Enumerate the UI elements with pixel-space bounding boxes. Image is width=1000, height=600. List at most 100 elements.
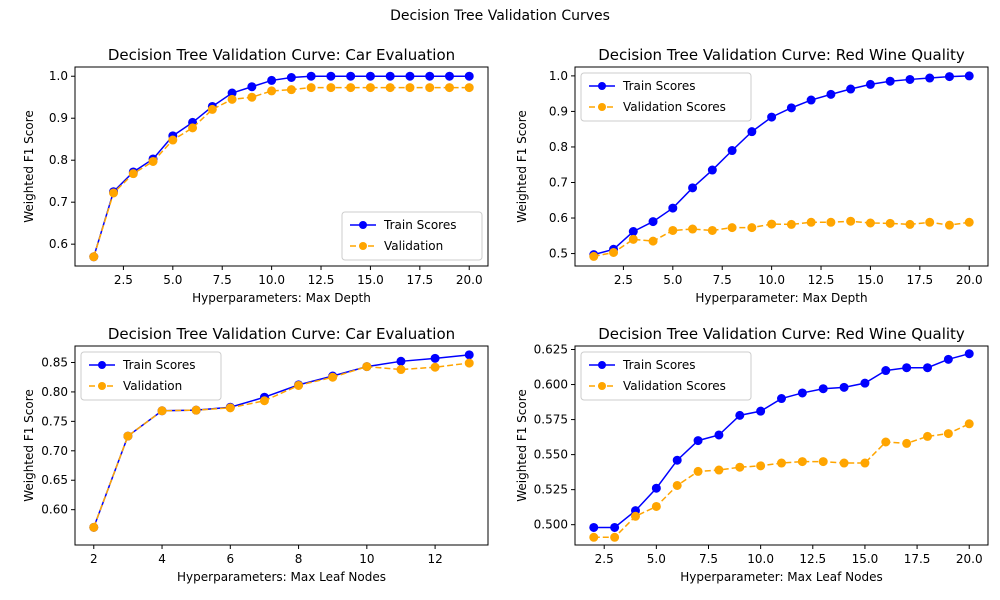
y-axis-label: Weighted F1 Score bbox=[515, 389, 529, 502]
x-axis-label: Hyperparameters: Max Depth bbox=[192, 291, 371, 305]
data-point-train-scores bbox=[964, 349, 974, 359]
series-line-validation bbox=[93, 86, 470, 257]
data-point-validation bbox=[425, 83, 435, 93]
data-point-train-scores bbox=[818, 384, 828, 394]
data-point-validation-scores bbox=[925, 217, 935, 227]
data-point-validation-scores bbox=[944, 220, 954, 230]
x-tick-label: 10.0 bbox=[258, 273, 285, 287]
x-tick-label: 10.0 bbox=[747, 552, 774, 566]
data-point-validation-scores bbox=[672, 480, 682, 490]
x-tick-label: 5.0 bbox=[163, 273, 182, 287]
y-tick-label: 0.500 bbox=[534, 518, 568, 532]
x-tick-label: 17.5 bbox=[406, 273, 433, 287]
data-point-validation bbox=[148, 156, 158, 166]
x-tick-label: 12.5 bbox=[799, 552, 826, 566]
y-axis-label: Weighted F1 Score bbox=[515, 110, 529, 223]
data-point-validation-scores bbox=[767, 219, 777, 229]
data-point-train-scores bbox=[767, 112, 777, 122]
data-point-train-scores bbox=[365, 71, 375, 81]
legend: Train Scores Validation Scores bbox=[580, 72, 752, 122]
figure-suptitle: Decision Tree Validation Curves bbox=[390, 8, 610, 24]
legend-box bbox=[80, 351, 222, 401]
data-point-validation-scores bbox=[797, 457, 807, 467]
data-point-validation bbox=[328, 372, 338, 382]
x-tick-label: 10.0 bbox=[758, 273, 785, 287]
data-point-validation-scores bbox=[964, 419, 974, 429]
x-tick-label: 2.5 bbox=[614, 273, 633, 287]
legend-swatch-marker bbox=[98, 361, 106, 369]
x-tick-label: 2 bbox=[90, 552, 98, 566]
y-tick-label: 0.550 bbox=[534, 448, 568, 462]
data-point-validation bbox=[188, 123, 198, 133]
data-point-validation-scores bbox=[846, 216, 856, 226]
data-point-validation-scores bbox=[777, 458, 786, 468]
data-point-validation-scores bbox=[693, 466, 703, 476]
data-point-train-scores bbox=[902, 363, 912, 373]
data-point-train-scores bbox=[385, 71, 395, 81]
data-point-train-scores bbox=[306, 71, 316, 81]
y-tick-label: 0.7 bbox=[49, 195, 68, 209]
data-point-train-scores bbox=[464, 71, 474, 81]
x-axis-label: Hyperparameter: Max Leaf Nodes bbox=[680, 570, 883, 584]
legend: Train Scores Validation bbox=[341, 211, 483, 261]
data-point-validation-scores bbox=[628, 234, 638, 244]
y-tick-label: 1.0 bbox=[49, 69, 68, 83]
x-tick-label: 2.5 bbox=[595, 552, 614, 566]
data-point-validation bbox=[247, 92, 257, 102]
data-point-train-scores bbox=[346, 71, 356, 81]
data-point-validation-scores bbox=[885, 218, 895, 228]
chart-title: Decision Tree Validation Curve: Red Wine… bbox=[598, 46, 965, 64]
legend-label: Validation bbox=[123, 379, 182, 393]
series-line-validation bbox=[93, 362, 470, 528]
x-tick-label: 2.5 bbox=[114, 273, 133, 287]
y-tick-label: 0.8 bbox=[549, 140, 568, 154]
data-point-train-scores bbox=[727, 146, 737, 156]
y-tick-label: 0.575 bbox=[534, 413, 568, 427]
data-point-train-scores bbox=[865, 79, 875, 89]
data-point-validation-scores bbox=[735, 462, 745, 472]
x-tick-label: 20.0 bbox=[456, 273, 483, 287]
data-point-train-scores bbox=[707, 165, 717, 175]
data-point-train-scores bbox=[425, 71, 435, 81]
data-point-validation bbox=[168, 135, 178, 145]
legend-swatch-marker bbox=[98, 382, 106, 390]
chart-title: Decision Tree Validation Curve: Car Eval… bbox=[108, 46, 455, 64]
data-point-validation bbox=[365, 83, 375, 93]
data-point-train-scores bbox=[693, 436, 703, 446]
data-point-validation-scores bbox=[747, 223, 757, 233]
chart-title: Decision Tree Validation Curve: Red Wine… bbox=[598, 325, 965, 343]
y-tick-label: 0.80 bbox=[41, 385, 68, 399]
y-tick-label: 0.70 bbox=[41, 444, 68, 458]
legend-swatch-marker bbox=[598, 382, 606, 390]
data-point-validation-scores bbox=[714, 465, 724, 475]
legend-swatch-marker bbox=[598, 103, 606, 111]
data-point-validation-scores bbox=[806, 217, 816, 227]
data-point-validation-scores bbox=[881, 437, 891, 447]
x-tick-label: 20.0 bbox=[956, 552, 983, 566]
legend-label: Validation bbox=[384, 239, 443, 253]
x-tick-label: 10 bbox=[359, 552, 374, 566]
legend-box bbox=[580, 351, 752, 401]
data-point-validation-scores bbox=[818, 457, 828, 467]
data-point-validation-scores bbox=[589, 251, 599, 261]
y-tick-label: 0.6 bbox=[49, 237, 68, 251]
data-point-validation-scores bbox=[756, 461, 766, 471]
y-tick-label: 0.75 bbox=[41, 414, 68, 428]
data-point-train-scores bbox=[839, 382, 849, 392]
x-tick-label: 20.0 bbox=[956, 273, 983, 287]
data-point-validation bbox=[396, 365, 406, 375]
data-point-train-scores bbox=[326, 71, 336, 81]
data-point-train-scores bbox=[651, 483, 661, 493]
legend: Train Scores Validation Scores bbox=[580, 351, 752, 401]
data-point-train-scores bbox=[405, 71, 415, 81]
legend-label: Train Scores bbox=[383, 218, 456, 232]
data-point-validation-scores bbox=[905, 219, 915, 229]
data-point-validation-scores bbox=[589, 532, 599, 542]
data-point-validation bbox=[89, 522, 99, 532]
data-point-train-scores bbox=[797, 388, 807, 398]
data-point-validation bbox=[464, 358, 474, 368]
data-point-train-scores bbox=[286, 72, 296, 82]
data-point-train-scores bbox=[846, 84, 856, 94]
data-point-train-scores bbox=[905, 74, 915, 84]
